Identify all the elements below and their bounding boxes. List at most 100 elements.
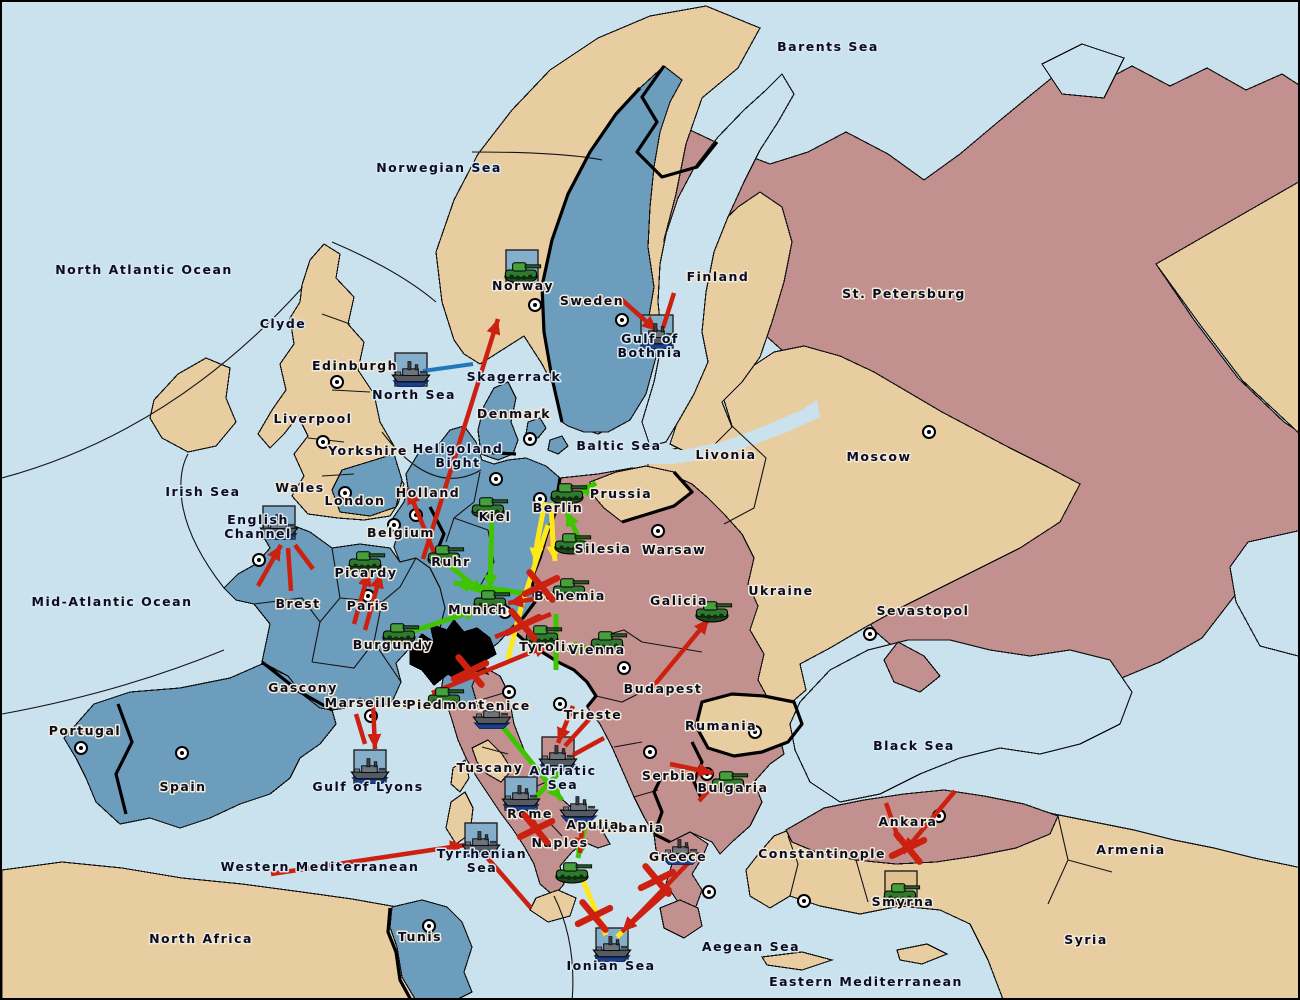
- territory-label: Budapest: [624, 681, 703, 696]
- sea-label: Aegean Sea: [702, 939, 800, 954]
- territory-label: Belgium: [367, 525, 435, 540]
- failed-order-x: [516, 812, 556, 846]
- supply-center-core: [937, 814, 941, 818]
- boundary-lines: [2, 151, 1113, 998]
- supply-center-layer: [74, 298, 946, 933]
- territory-label: Rumania: [685, 718, 757, 733]
- order-fail-line: [649, 617, 711, 691]
- order-arrowhead: [358, 571, 372, 588]
- territory-label: Picardy: [334, 565, 397, 580]
- order-arrowhead: [370, 573, 384, 590]
- order-arrowhead: [508, 593, 524, 608]
- sea-label: Barents Sea: [777, 39, 879, 54]
- sea-label: Eastern Mediterranean: [769, 974, 963, 989]
- sea-label: Heligoland Bight: [413, 441, 504, 470]
- sea-gulf-of-bothnia: [641, 73, 795, 447]
- sea-label: Mid-Atlantic Ocean: [32, 594, 193, 609]
- territory-label: Burgundy: [353, 637, 433, 652]
- supply-center-core: [538, 497, 542, 501]
- territory-label: Armenia: [1096, 842, 1165, 857]
- supply-center-core: [507, 690, 511, 694]
- supply-center-dot: [489, 472, 503, 486]
- sea-label: Ionian Sea: [566, 958, 655, 973]
- supply-center-core: [321, 440, 325, 444]
- failed-order-x: [450, 654, 490, 688]
- supply-center-core: [343, 491, 347, 495]
- region-peloponnese: [659, 899, 703, 939]
- territory-label: Marseilles: [325, 695, 412, 710]
- failed-order-x: [521, 569, 561, 603]
- supply-center-core: [927, 430, 931, 434]
- supply-center-core: [503, 610, 507, 614]
- territory-label: Apulia: [566, 817, 620, 832]
- order-arrowhead: [532, 644, 549, 658]
- failed-order-x: [888, 831, 928, 865]
- territory-label: Venice: [475, 698, 531, 713]
- territory-label: Edinburgh: [312, 358, 398, 373]
- territory-label: Norway: [492, 278, 554, 293]
- region-siberia-wedge: [1155, 181, 1298, 434]
- order-fail-line: [660, 292, 677, 329]
- territory-label: Spain: [159, 779, 206, 794]
- sea-black-sea: [789, 639, 1133, 803]
- territory-label: Paris: [347, 598, 390, 613]
- order-arrowhead: [449, 840, 465, 855]
- supply-center-core: [707, 890, 711, 894]
- region-tuscany: [471, 739, 513, 783]
- sea-label: Tyrrhenian Sea: [437, 846, 527, 875]
- supply-center-core: [392, 523, 396, 527]
- order-success-line: [500, 724, 564, 802]
- sea-gulf-of-finland: [642, 400, 820, 464]
- supply-center-dot: [316, 435, 330, 449]
- supply-center-core: [79, 746, 83, 750]
- region-ireland: [149, 357, 237, 453]
- land-layer[interactable]: [2, 5, 1300, 1000]
- region-tunis: [389, 899, 473, 998]
- territory-label: Tyrolia: [519, 639, 576, 654]
- sea-white-sea: [1041, 43, 1125, 99]
- supply-center-dot: [643, 745, 657, 759]
- order-arrowhead: [562, 641, 577, 655]
- supply-center-core: [427, 924, 431, 928]
- territory-label: Tuscany: [457, 760, 524, 775]
- territory-label: Gascony: [268, 680, 338, 695]
- territory-label: Bulgaria: [698, 780, 769, 795]
- supply-center-dot: [387, 518, 401, 532]
- order-fail-line: [293, 543, 315, 571]
- supply-center-dot: [863, 627, 877, 641]
- supply-center-dot: [74, 741, 88, 755]
- supply-center-dot: [797, 894, 811, 908]
- supply-center-core: [366, 594, 370, 598]
- supply-center-dot: [175, 746, 189, 760]
- supply-center-dot: [922, 425, 936, 439]
- order-arrowhead: [454, 578, 470, 593]
- region-crimea: [883, 641, 941, 693]
- region-sicily: [529, 889, 577, 923]
- order-fail-line: [353, 713, 368, 745]
- label-layer: North Atlantic Ocean Norwegian Sea Barents…: [30, 38, 1166, 991]
- supply-center-core: [868, 632, 872, 636]
- territory-label: Greece: [649, 849, 707, 864]
- territory-label: Galicia: [650, 593, 708, 608]
- territory-label: Denmark: [477, 406, 551, 421]
- order-arrowhead: [367, 733, 382, 749]
- territory-label: Ankara: [879, 814, 938, 829]
- order-arrowhead: [641, 315, 657, 331]
- supply-center-dot: [338, 486, 352, 500]
- supply-center-core: [802, 899, 806, 903]
- territory-label: Rome: [507, 806, 553, 821]
- supply-center-core: [528, 437, 532, 441]
- supply-center-core: [257, 558, 261, 562]
- territory-label: Portugal: [49, 723, 121, 738]
- order-arrowhead: [462, 607, 479, 621]
- territory-label: Smyrna: [872, 894, 935, 909]
- order-fail-line: [431, 642, 550, 696]
- supply-center-core: [558, 702, 562, 706]
- failed-order-x: [637, 863, 677, 897]
- territory-label: Syria: [1064, 932, 1108, 947]
- sea-label: North Sea: [372, 387, 456, 402]
- order-arrowhead: [557, 726, 571, 743]
- failed-order-x: [574, 899, 614, 933]
- territory-label: Berlin: [533, 500, 584, 515]
